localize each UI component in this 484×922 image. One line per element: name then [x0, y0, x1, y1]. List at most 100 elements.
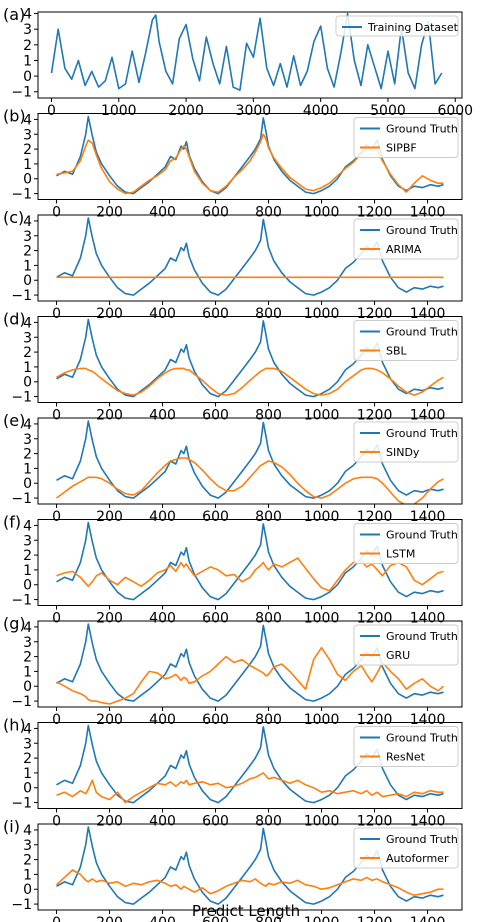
x-tick-label: 1000 — [304, 915, 340, 922]
x-tick-label: 1200 — [357, 509, 393, 525]
y-tick-label: 2 — [23, 244, 32, 260]
x-tick-label: 200 — [96, 306, 123, 322]
x-tick-label: 6000 — [437, 103, 473, 119]
y-tick-label: −1 — [11, 187, 32, 203]
x-tick-label: 1400 — [410, 611, 446, 627]
x-tick-label: 1000 — [304, 814, 340, 830]
legend-label: Ground Truth — [386, 224, 458, 237]
legend: Ground Truth GRU — [353, 624, 459, 666]
y-tick-label: 3 — [23, 127, 32, 143]
legend-label: Training Dataset — [367, 21, 459, 34]
y-tick-label: 2 — [23, 853, 32, 869]
x-tick-label: 600 — [202, 915, 229, 922]
y-tick-label: 3 — [23, 432, 32, 448]
x-tick-label: 200 — [96, 814, 123, 830]
x-tick-label: 1000 — [304, 205, 340, 221]
legend: Ground Truth SIPBF — [353, 117, 459, 158]
y-tick-label: −1 — [11, 491, 32, 507]
x-tick-label: 800 — [255, 915, 282, 922]
x-tick-label: 1200 — [357, 306, 393, 322]
legend-box — [335, 15, 459, 37]
x-tick-label: 400 — [149, 205, 176, 221]
axes-frame — [37, 214, 463, 302]
panel-label: (b) — [3, 107, 26, 126]
x-tick-label: 0 — [52, 509, 61, 525]
x-tick-label: 0 — [52, 915, 61, 922]
y-tick-label: 2 — [23, 650, 32, 666]
legend: Ground Truth Autoformer — [353, 827, 459, 869]
y-tick-label: 1 — [23, 563, 32, 579]
x-tick-label: 1200 — [357, 915, 393, 922]
x-tick-label: 1200 — [357, 712, 393, 728]
y-tick-label: −1 — [11, 897, 32, 913]
axes-frame — [37, 11, 463, 99]
axes-frame — [37, 823, 463, 911]
y-tick-label: 0 — [23, 882, 32, 898]
figure-xlabel: Predict Length — [192, 902, 300, 920]
legend-label: LSTM — [386, 548, 415, 561]
y-tick-label: −1 — [11, 390, 32, 406]
y-tick-label: 2 — [23, 142, 32, 158]
panel-label: (a) — [3, 5, 25, 24]
y-tick-label: 2 — [23, 38, 32, 54]
legend: Ground Truth SBL — [353, 320, 459, 361]
x-tick-label: 1400 — [410, 814, 446, 830]
series-line-lstm — [56, 557, 444, 592]
x-tick-label: 1400 — [410, 306, 446, 322]
y-tick-label: 4 — [23, 620, 32, 636]
y-tick-label: 4 — [23, 315, 32, 331]
x-tick-label: 1000 — [304, 712, 340, 728]
y-tick-label: 1 — [23, 258, 32, 274]
x-tick-label: 400 — [149, 408, 176, 424]
x-tick-label: 800 — [255, 205, 282, 221]
y-tick-label: 0 — [23, 476, 32, 492]
legend-label: GRU — [386, 649, 410, 662]
axes-frame — [37, 417, 463, 505]
x-tick-label: 600 — [202, 306, 229, 322]
axes-frame — [37, 316, 463, 403]
legend-label: Ground Truth — [386, 427, 458, 440]
x-tick-label: 1400 — [410, 509, 446, 525]
y-tick-label: 1 — [23, 53, 32, 69]
panel-label: (f) — [3, 513, 21, 532]
axes-frame — [37, 519, 463, 606]
legend: Ground Truth ResNet — [353, 726, 459, 767]
x-tick-label: 800 — [255, 712, 282, 728]
x-tick-label: 1400 — [410, 408, 446, 424]
y-tick-label: 0 — [23, 679, 32, 695]
panel: (i)−1012340200400600800100012001400Groun… — [3, 817, 463, 922]
x-tick-label: 800 — [255, 611, 282, 627]
y-tick-label: 4 — [23, 518, 32, 534]
x-tick-label: 0 — [52, 205, 61, 221]
legend: Training Dataset — [335, 15, 459, 37]
legend: Ground Truth ARIMA — [353, 218, 459, 260]
legend-label: SIPBF — [386, 142, 417, 155]
panel-label: (d) — [3, 310, 26, 329]
y-tick-label: 4 — [23, 112, 32, 128]
legend-label: Ground Truth — [386, 123, 458, 136]
legend-label: Ground Truth — [386, 833, 458, 846]
x-tick-label: 3000 — [236, 103, 272, 119]
x-tick-label: 600 — [202, 611, 229, 627]
x-tick-label: 400 — [149, 712, 176, 728]
x-tick-label: 800 — [255, 408, 282, 424]
y-tick-label: 2 — [23, 447, 32, 463]
x-tick-label: 0 — [52, 611, 61, 627]
y-tick-label: 1 — [23, 766, 32, 782]
x-tick-label: 1000 — [304, 611, 340, 627]
y-tick-label: 3 — [23, 330, 32, 346]
x-tick-label: 0 — [52, 712, 61, 728]
x-tick-label: 1400 — [410, 915, 446, 922]
x-tick-label: 200 — [96, 712, 123, 728]
y-tick-label: −1 — [11, 288, 32, 304]
x-tick-label: 400 — [149, 611, 176, 627]
x-tick-label: 1200 — [357, 611, 393, 627]
y-tick-label: 4 — [23, 214, 32, 230]
x-tick-label: 0 — [52, 814, 61, 830]
legend-label: ARIMA — [386, 243, 422, 256]
x-tick-label: 0 — [47, 103, 56, 119]
